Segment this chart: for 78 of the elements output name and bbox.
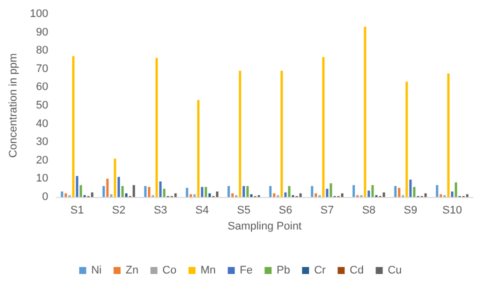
bar (102, 186, 105, 197)
legend-label: Zn (126, 264, 138, 276)
bar (193, 194, 196, 197)
bar (163, 188, 166, 197)
x-tick-label: S10 (442, 204, 462, 216)
bar (272, 193, 276, 197)
x-axis-title: Sampling Point (228, 220, 302, 232)
y-tick-label: 50 (36, 100, 48, 112)
bar (208, 193, 211, 197)
bar (242, 186, 245, 197)
bar (155, 58, 158, 197)
bar (398, 188, 400, 197)
legend-label: Ni (91, 264, 102, 276)
y-tick-label: 40 (36, 118, 48, 130)
y-tick-label: 70 (36, 62, 48, 75)
bar (64, 193, 67, 197)
bar (371, 185, 374, 197)
bar (382, 192, 386, 197)
bar (90, 192, 94, 197)
bar (132, 185, 136, 197)
bar (280, 70, 283, 197)
bar (80, 185, 82, 197)
bar (125, 193, 128, 197)
legend-label: Co (162, 264, 176, 276)
x-tick-label: S8 (362, 204, 376, 216)
x-tick-label: S9 (404, 204, 418, 216)
bar (466, 194, 468, 197)
bar (326, 188, 328, 197)
bar (436, 185, 438, 197)
bar (322, 57, 325, 197)
bar (148, 186, 150, 197)
bar (341, 193, 344, 197)
bar (72, 56, 74, 197)
legend-label: Cu (388, 264, 402, 276)
y-tick-label: 0 (42, 191, 48, 203)
bar (118, 176, 120, 197)
x-tick-label: S1 (70, 204, 84, 216)
bar (76, 176, 78, 197)
bar (352, 185, 355, 197)
legend-label: Pb (276, 264, 290, 276)
x-tick-label: S5 (237, 204, 251, 216)
bar (368, 190, 370, 197)
y-tick-label: 100 (30, 8, 48, 20)
bar (440, 194, 442, 197)
bar (228, 186, 230, 197)
bar (204, 186, 208, 197)
bar (190, 194, 192, 197)
bar (144, 186, 147, 197)
x-tick-label: S3 (154, 204, 168, 216)
legend-label: Fe (240, 264, 253, 276)
bar (197, 100, 200, 197)
legend-label: Cr (314, 264, 326, 276)
bar (216, 192, 218, 197)
bar (200, 186, 204, 197)
bar (394, 186, 397, 197)
bar (330, 183, 332, 197)
bar (413, 186, 416, 197)
y-tick-label: 80 (36, 44, 48, 57)
bar (110, 194, 112, 197)
bar (406, 82, 408, 197)
y-tick-label: 30 (36, 136, 48, 148)
bar (447, 73, 450, 197)
x-tick-label: S2 (112, 204, 126, 216)
x-tick-label: S7 (320, 204, 334, 216)
bar (450, 192, 454, 197)
legend-label: Mn (200, 264, 216, 276)
y-tick-label: 20 (36, 154, 48, 166)
bar (314, 193, 318, 197)
bar (288, 186, 290, 197)
y-tick-label: 60 (36, 81, 48, 94)
bar (250, 194, 253, 197)
x-tick-label: S4 (195, 204, 209, 216)
bar (269, 186, 272, 197)
y-tick-label: 10 (36, 172, 48, 185)
y-axis-title: Concentration in ppm (8, 53, 20, 158)
y-tick-label: 90 (36, 26, 48, 38)
legend-label: Cd (350, 264, 364, 276)
x-tick-label: S6 (278, 204, 292, 216)
